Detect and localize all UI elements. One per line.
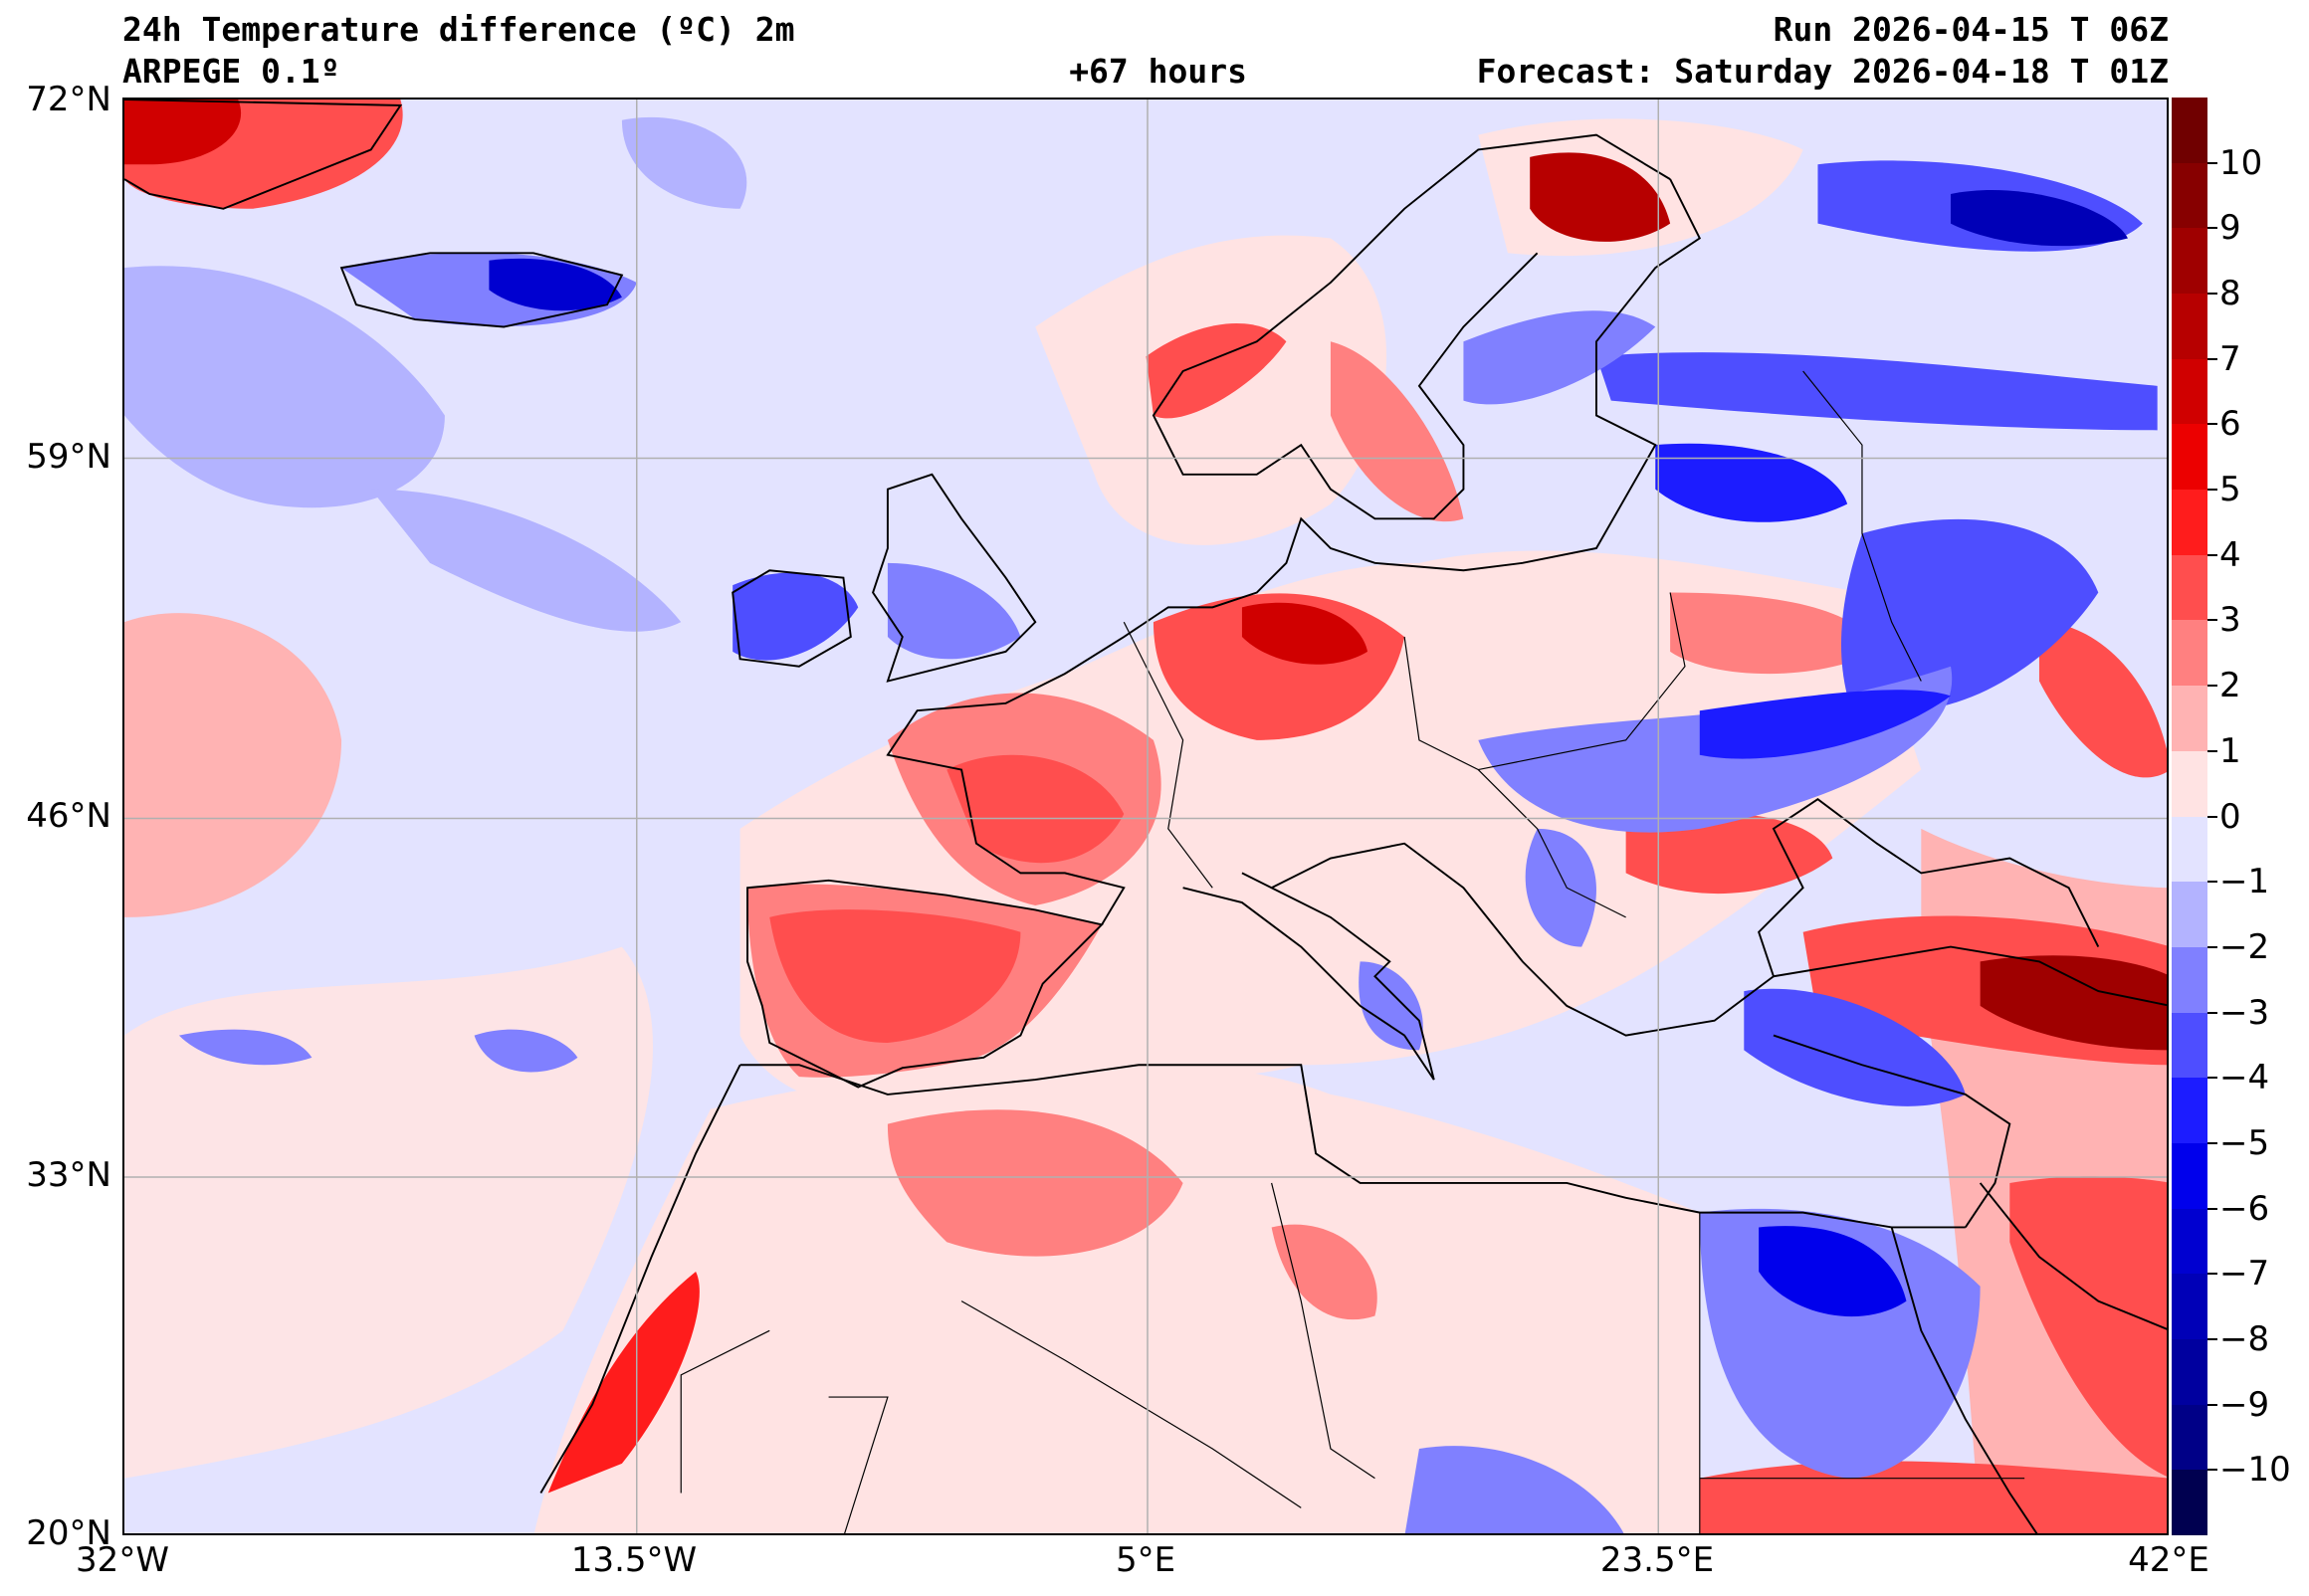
lat-label: 72°N [26,80,111,119]
colorbar-tick [2207,293,2217,296]
colorbar-tick [2207,945,2217,948]
temperature-map [122,98,2169,1535]
lon-label: 42°E [2128,1540,2209,1580]
forecast-time: Forecast: Saturday 2026-04-18 T 01Z [1476,52,2169,91]
colorbar [2172,98,2217,1536]
colorbar-tick-label: −2 [2219,926,2270,967]
colorbar-bin [2172,1142,2207,1209]
lon-label: 32°W [76,1540,169,1580]
colorbar-bin [2172,1078,2207,1144]
colorbar-tick [2207,1077,2217,1080]
colorbar-tick-label: 5 [2219,470,2241,510]
colorbar-tick [2207,1207,2217,1210]
colorbar-tick [2207,881,2217,884]
lat-label: 20°N [26,1513,111,1553]
colorbar-bin [2172,490,2207,556]
colorbar-tick [2207,489,2217,492]
colorbar-bin [2172,750,2207,817]
map-title: 24h Temperature difference (ºC) 2m [122,10,795,49]
colorbar-tick-label: 1 [2219,730,2241,771]
colorbar-bin [2172,162,2207,229]
colorbar-bin [2172,554,2207,621]
colorbar-tick-label: 7 [2219,338,2241,379]
colorbar-tick [2207,423,2217,426]
warm-anomaly-areas [124,100,2167,1533]
colorbar-bin [2172,1012,2207,1079]
colorbar-tick-label: −1 [2219,862,2270,902]
cool-anomaly-areas [124,116,2158,1533]
colorbar-tick [2207,1403,2217,1406]
colorbar-bin [2172,1404,2207,1471]
colorbar-tick [2207,1469,2217,1472]
model-label: ARPEGE 0.1º [122,52,340,91]
lon-label: 13.5°W [570,1540,698,1580]
colorbar-bin [2172,1470,2207,1536]
colorbar-bin [2172,686,2207,752]
colorbar-tick [2207,1273,2217,1276]
colorbar-tick [2207,357,2217,360]
lead-time: +67 hours [1069,52,1247,91]
colorbar-bin [2172,294,2207,360]
colorbar-tick [2207,227,2217,230]
colorbar-tick-label: 6 [2219,404,2241,445]
colorbar-tick-label: −6 [2219,1188,2270,1229]
colorbar-tick-label: 4 [2219,534,2241,575]
colorbar-tick [2207,749,2217,752]
colorbar-bin [2172,882,2207,948]
colorbar-tick-label: 8 [2219,274,2241,314]
colorbar-bin [2172,424,2207,491]
colorbar-bin [2172,816,2207,883]
lat-label: 59°N [26,437,111,477]
colorbar-tick [2207,815,2217,818]
colorbar-bin [2172,228,2207,295]
colorbar-tick [2207,1011,2217,1014]
colorbar-tick-label: −4 [2219,1058,2270,1098]
colorbar-bin [2172,98,2207,163]
run-time: Run 2026-04-15 T 06Z [1773,10,2169,49]
colorbar-tick-label: 2 [2219,666,2241,706]
borders [680,370,2025,1533]
colorbar-bin [2172,358,2207,425]
colorbar-bin [2172,1338,2207,1405]
colorbar-bin [2172,1274,2207,1340]
colorbar-bin [2172,1208,2207,1275]
colorbar-tick-label: −3 [2219,992,2270,1033]
colorbar-tick-label: 3 [2219,600,2241,641]
colorbar-tick-label: 0 [2219,796,2241,837]
colorbar-bin [2172,946,2207,1013]
lon-label: 23.5°E [1599,1540,1715,1580]
colorbar-tick-label: −5 [2219,1122,2270,1163]
colorbar-tick-label: −9 [2219,1384,2270,1425]
colorbar-bin [2172,620,2207,687]
colorbar-tick-label: −8 [2219,1318,2270,1359]
colorbar-tick [2207,1337,2217,1340]
lat-label: 33°N [26,1155,111,1195]
colorbar-tick [2207,685,2217,688]
colorbar-tick-label: 9 [2219,208,2241,249]
colorbar-tick [2207,161,2217,164]
lon-label: 5°E [1115,1540,1176,1580]
colorbar-tick-label: −7 [2219,1254,2270,1295]
gridlines [124,100,2167,1533]
colorbar-tick-label: 10 [2219,142,2263,183]
colorbar-tick [2207,619,2217,622]
colorbar-tick [2207,553,2217,556]
colorbar-tick-label: −10 [2219,1450,2291,1491]
map-field [124,100,2167,1533]
colorbar-tick [2207,1141,2217,1144]
lat-label: 46°N [26,796,111,836]
